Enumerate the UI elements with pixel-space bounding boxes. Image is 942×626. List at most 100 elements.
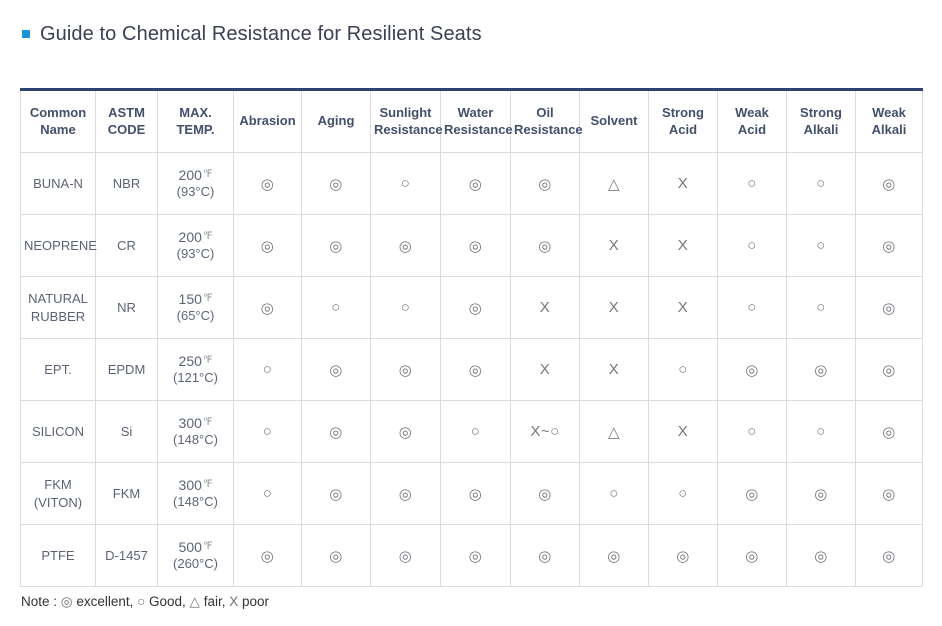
legend-symbol: △ — [189, 594, 200, 609]
legend-symbol: X — [229, 594, 239, 609]
column-header: Weak Alkali — [855, 89, 923, 153]
fahrenheit-unit: ℉ — [202, 478, 213, 490]
rating-cell: ○ — [717, 214, 787, 277]
table-wrap: Common Name ASTM CODE MAX. TEMP. Abrasion Ag… — [20, 88, 923, 587]
max-temp-celsius: (93°C) — [176, 246, 215, 262]
rating-cell: X — [648, 400, 718, 463]
rating-cell: ○ — [786, 400, 856, 463]
rating-cell: ◎ — [301, 214, 371, 277]
rating-cell: ◎ — [440, 214, 511, 277]
rating-cell: ◎ — [855, 152, 923, 215]
rating-cell: X — [579, 276, 649, 339]
common-name-cell: NATURAL RUBBER — [20, 276, 96, 339]
legend-label: Good, — [145, 594, 190, 609]
rating-cell: ◎ — [440, 524, 511, 587]
max-temp-fahrenheit: 200℉ — [178, 228, 213, 245]
column-header: Strong Acid — [648, 89, 718, 153]
column-header: Strong Alkali — [786, 89, 856, 153]
column-header: ASTM CODE — [95, 89, 158, 153]
max-temp-fahrenheit: 500℉ — [178, 538, 213, 555]
table-row: BUNA-N NBR 200℉ (93°C) ◎ ◎ ○ ◎ ◎ △ X ○ ○ ◎ — [20, 152, 923, 215]
rating-cell: ◎ — [370, 400, 441, 463]
rating-cell: X — [648, 214, 718, 277]
rating-cell: ◎ — [370, 524, 441, 587]
rating-cell: ◎ — [717, 462, 787, 525]
astm-code-cell: FKM — [95, 462, 158, 525]
column-header: Weak Acid — [717, 89, 787, 153]
common-name-cell: SILICON — [20, 400, 96, 463]
rating-cell: △ — [579, 400, 649, 463]
rating-cell: ◎ — [301, 152, 371, 215]
rating-cell: ◎ — [855, 524, 923, 587]
rating-cell: ◎ — [510, 524, 580, 587]
rating-cell: ◎ — [301, 462, 371, 525]
table-row: PTFE D-1457 500℉ (260°C) ◎ ◎ ◎ ◎ ◎ ◎ ◎ ◎ ◎ ◎ — [20, 524, 923, 587]
legend-label: poor — [238, 594, 269, 609]
rating-cell: ◎ — [370, 338, 441, 401]
max-temp-celsius: (65°C) — [176, 308, 215, 324]
column-header: Solvent — [579, 89, 649, 153]
rating-cell: ◎ — [510, 152, 580, 215]
column-header: MAX. TEMP. — [157, 89, 234, 153]
table-row: SILICON Si 300℉ (148°C) ○ ◎ ◎ ○ X~○ △ X ○ ○ ◎ — [20, 400, 923, 463]
rating-cell: ○ — [786, 276, 856, 339]
square-bullet-icon — [22, 30, 30, 38]
rating-cell: ○ — [233, 400, 302, 463]
legend-items: ◎ excellent, ○ Good, △ fair, X poor — [61, 594, 269, 609]
max-temp-cell: 300℉ (148°C) — [157, 462, 234, 525]
legend-label: fair, — [199, 594, 230, 609]
max-temp-fahrenheit: 250℉ — [178, 352, 213, 369]
rating-cell: ○ — [440, 400, 511, 463]
column-header: Oil Resistance — [510, 89, 583, 153]
rating-cell: ◎ — [786, 338, 856, 401]
rating-cell: ◎ — [510, 214, 580, 277]
rating-cell: ◎ — [370, 462, 441, 525]
rating-cell: X — [579, 214, 649, 277]
astm-code-cell: EPDM — [95, 338, 158, 401]
max-temp-celsius: (93°C) — [176, 184, 215, 200]
rating-cell: ◎ — [855, 462, 923, 525]
column-header: Water Resistance — [440, 89, 513, 153]
rating-cell: ○ — [786, 214, 856, 277]
common-name-cell: FKM (VITON) — [20, 462, 96, 525]
rating-cell: ○ — [301, 276, 371, 339]
rating-cell: ○ — [370, 152, 441, 215]
rating-cell: X — [648, 152, 718, 215]
rating-cell: ◎ — [786, 524, 856, 587]
fahrenheit-unit: ℉ — [202, 354, 213, 366]
table-row: EPT. EPDM 250℉ (121°C) ○ ◎ ◎ ◎ X X ○ ◎ ◎ ◎ — [20, 338, 923, 401]
rating-cell: ◎ — [233, 214, 302, 277]
table-row: NATURAL RUBBER NR 150℉ (65°C) ◎ ○ ○ ◎ X X X ○ ○ ◎ — [20, 276, 923, 339]
rating-cell: ◎ — [440, 462, 511, 525]
page-title: Guide to Chemical Resistance for Resilie… — [40, 22, 482, 45]
rating-cell: ○ — [786, 152, 856, 215]
table-header-row: Common Name ASTM CODE MAX. TEMP. Abrasion Ag… — [20, 89, 923, 153]
rating-cell: ◎ — [233, 276, 302, 339]
rating-cell: △ — [579, 152, 649, 215]
max-temp-fahrenheit: 300℉ — [178, 476, 213, 493]
rating-cell: X~○ — [510, 400, 580, 463]
table-body: BUNA-N NBR 200℉ (93°C) ◎ ◎ ○ ◎ ◎ △ X ○ ○ ◎ NEOPRENE CR 2… — [20, 152, 923, 587]
rating-cell: X — [510, 338, 580, 401]
legend-note: Note : ◎ excellent, ○ Good, △ fair, X po… — [21, 594, 922, 610]
astm-code-cell: D-1457 — [95, 524, 158, 587]
rating-cell: ◎ — [233, 152, 302, 215]
rating-cell: ○ — [717, 400, 787, 463]
common-name-cell: NEOPRENE — [20, 214, 97, 277]
rating-cell: ◎ — [717, 338, 787, 401]
column-header: Common Name — [20, 89, 96, 153]
fahrenheit-unit: ℉ — [202, 292, 213, 304]
legend-label: excellent, — [72, 594, 138, 609]
rating-cell: ◎ — [370, 214, 441, 277]
astm-code-cell: NR — [95, 276, 158, 339]
column-header: Aging — [301, 89, 371, 153]
page-title-row: Guide to Chemical Resistance for Resilie… — [22, 20, 922, 48]
rating-cell: X — [510, 276, 580, 339]
page-container: Guide to Chemical Resistance for Resilie… — [20, 20, 923, 610]
rating-cell: ○ — [233, 338, 302, 401]
max-temp-cell: 300℉ (148°C) — [157, 400, 234, 463]
rating-cell: ◎ — [855, 400, 923, 463]
fahrenheit-unit: ℉ — [202, 416, 213, 428]
rating-cell: ◎ — [301, 400, 371, 463]
common-name-cell: PTFE — [20, 524, 96, 587]
